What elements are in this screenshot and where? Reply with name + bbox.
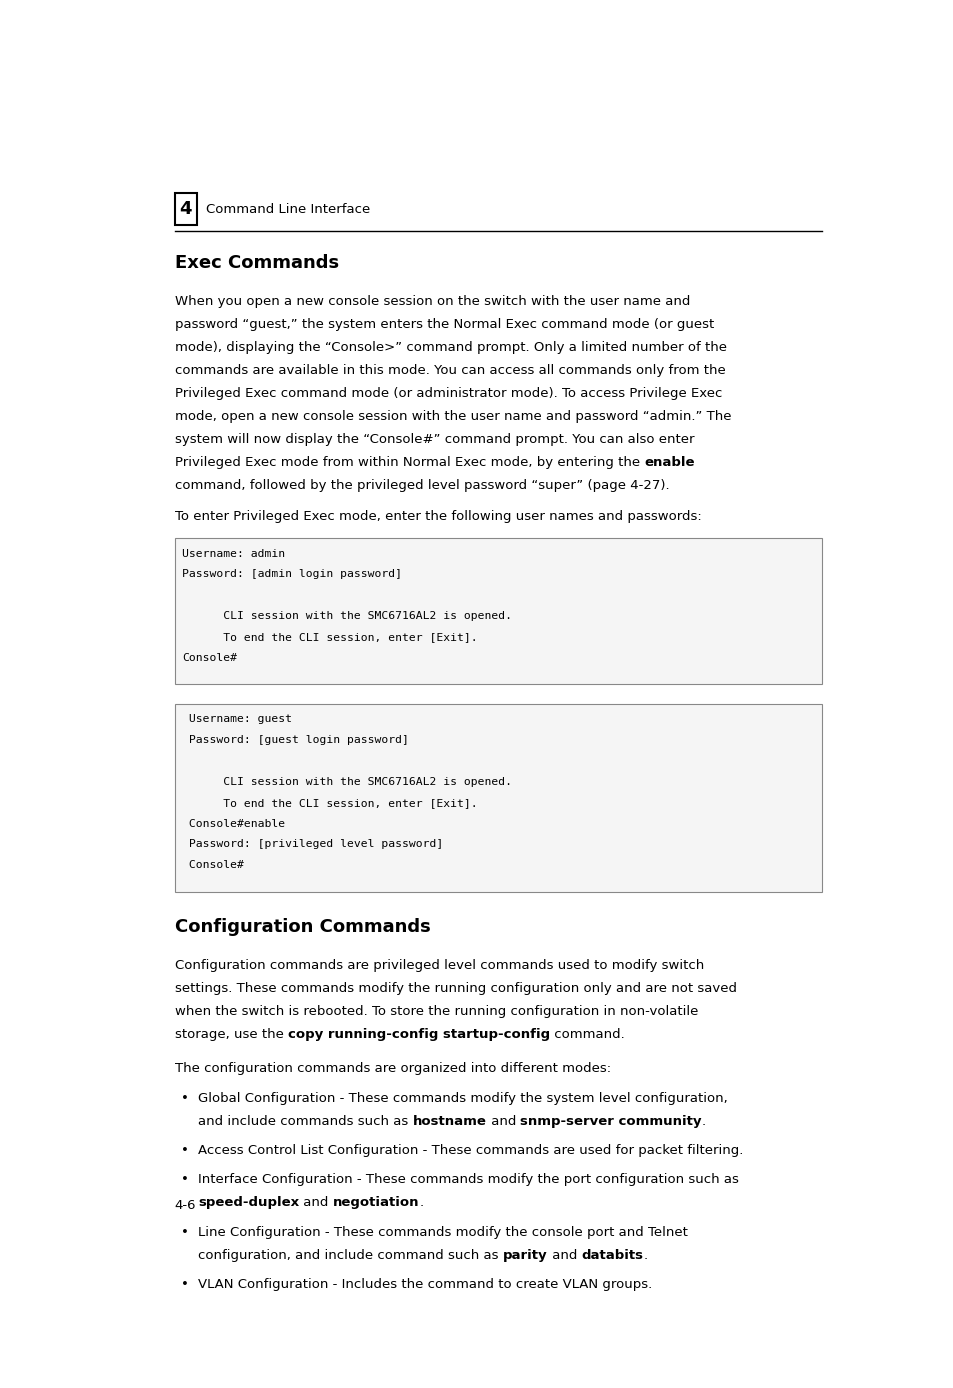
Text: •: • (180, 1091, 189, 1105)
Text: Access Control List Configuration - These commands are used for packet filtering: Access Control List Configuration - Thes… (198, 1144, 743, 1158)
Text: password “guest,” the system enters the Normal Exec command mode (or guest: password “guest,” the system enters the … (174, 318, 713, 330)
Text: Console#: Console# (182, 652, 237, 663)
Text: speed-duplex: speed-duplex (198, 1196, 299, 1209)
Text: and: and (299, 1196, 333, 1209)
Text: storage, use the: storage, use the (174, 1029, 288, 1041)
FancyBboxPatch shape (174, 539, 821, 684)
Text: negotiation: negotiation (333, 1196, 419, 1209)
Text: •: • (180, 1173, 189, 1187)
Text: Username: admin: Username: admin (182, 548, 285, 558)
Text: commands are available in this mode. You can access all commands only from the: commands are available in this mode. You… (174, 364, 724, 376)
Text: command, followed by the privileged level password “super” (page 4-27).: command, followed by the privileged leve… (174, 479, 669, 491)
Text: and: and (547, 1249, 580, 1262)
Text: snmp-server community: snmp-server community (519, 1115, 701, 1127)
Text: and: and (486, 1115, 519, 1127)
Text: To end the CLI session, enter [Exit].: To end the CLI session, enter [Exit]. (182, 632, 477, 643)
Text: VLAN Configuration - Includes the command to create VLAN groups.: VLAN Configuration - Includes the comman… (198, 1278, 652, 1291)
Text: .: . (419, 1196, 423, 1209)
Text: mode, open a new console session with the user name and password “admin.” The: mode, open a new console session with th… (174, 409, 730, 423)
Text: mode), displaying the “Console>” command prompt. Only a limited number of the: mode), displaying the “Console>” command… (174, 341, 726, 354)
Text: Username: guest: Username: guest (182, 715, 292, 725)
Text: Password: [guest login password]: Password: [guest login password] (182, 736, 409, 745)
Text: .: . (701, 1115, 705, 1127)
Text: Console#enable: Console#enable (182, 819, 285, 829)
Text: Privileged Exec command mode (or administrator mode). To access Privilege Exec: Privileged Exec command mode (or adminis… (174, 387, 721, 400)
Text: command.: command. (549, 1029, 624, 1041)
Text: system will now display the “Console#” command prompt. You can also enter: system will now display the “Console#” c… (174, 433, 694, 446)
Text: •: • (180, 1278, 189, 1291)
Text: when the switch is rebooted. To store the running configuration in non-volatile: when the switch is rebooted. To store th… (174, 1005, 698, 1017)
Text: Privileged Exec mode from within Normal Exec mode, by entering the: Privileged Exec mode from within Normal … (174, 455, 643, 469)
Text: Password: [privileged level password]: Password: [privileged level password] (182, 840, 443, 849)
Text: databits: databits (580, 1249, 642, 1262)
Text: Interface Configuration - These commands modify the port configuration such as: Interface Configuration - These commands… (198, 1173, 739, 1187)
Text: 4: 4 (179, 200, 192, 218)
Text: •: • (180, 1144, 189, 1158)
Text: Configuration commands are privileged level commands used to modify switch: Configuration commands are privileged le… (174, 959, 703, 972)
Text: 4-6: 4-6 (174, 1199, 196, 1212)
Text: To end the CLI session, enter [Exit].: To end the CLI session, enter [Exit]. (182, 798, 477, 808)
Text: Exec Commands: Exec Commands (174, 254, 338, 272)
Text: Configuration Commands: Configuration Commands (174, 919, 430, 937)
FancyBboxPatch shape (174, 704, 821, 891)
Text: When you open a new console session on the switch with the user name and: When you open a new console session on t… (174, 294, 689, 308)
Text: hostname: hostname (413, 1115, 486, 1127)
Text: CLI session with the SMC6716AL2 is opened.: CLI session with the SMC6716AL2 is opene… (182, 777, 512, 787)
Text: .: . (642, 1249, 647, 1262)
Text: Line Configuration - These commands modify the console port and Telnet: Line Configuration - These commands modi… (198, 1226, 687, 1238)
FancyBboxPatch shape (174, 193, 196, 225)
Text: Global Configuration - These commands modify the system level configuration,: Global Configuration - These commands mo… (198, 1091, 727, 1105)
Text: To enter Privileged Exec mode, enter the following user names and passwords:: To enter Privileged Exec mode, enter the… (174, 511, 700, 523)
Text: copy running-config startup-config: copy running-config startup-config (288, 1029, 549, 1041)
Text: Command Line Interface: Command Line Interface (206, 203, 370, 215)
Text: •: • (180, 1226, 189, 1238)
Text: Console#: Console# (182, 861, 244, 870)
Text: settings. These commands modify the running configuration only and are not saved: settings. These commands modify the runn… (174, 983, 736, 995)
Text: parity: parity (502, 1249, 547, 1262)
Text: enable: enable (643, 455, 694, 469)
Text: and include commands such as: and include commands such as (198, 1115, 413, 1127)
Text: configuration, and include command such as: configuration, and include command such … (198, 1249, 502, 1262)
Text: The configuration commands are organized into different modes:: The configuration commands are organized… (174, 1062, 610, 1074)
Text: CLI session with the SMC6716AL2 is opened.: CLI session with the SMC6716AL2 is opene… (182, 611, 512, 622)
Text: Password: [admin login password]: Password: [admin login password] (182, 569, 401, 579)
